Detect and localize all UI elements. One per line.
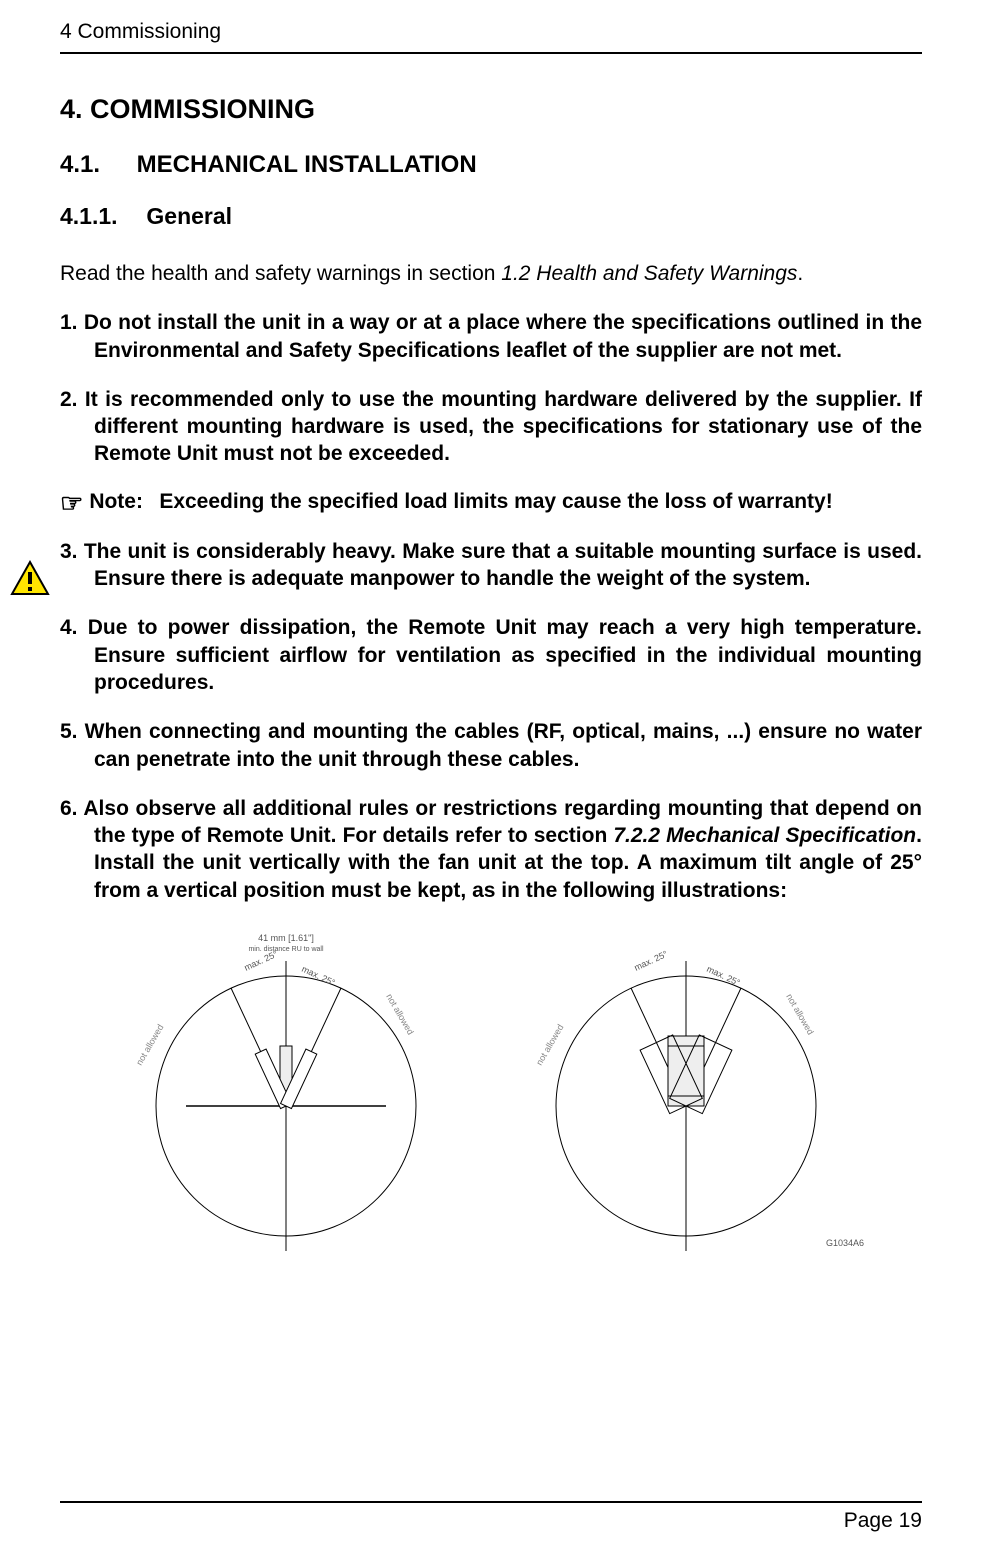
h1-num: 4. bbox=[60, 94, 83, 124]
intro-post: . bbox=[797, 262, 803, 285]
heading-3: 4.1.1. General bbox=[60, 203, 922, 230]
pointing-hand-icon: ☞ bbox=[60, 490, 83, 516]
label-max-right: max. 25° bbox=[300, 964, 337, 988]
list-item-5: 5. When connecting and mounting the cabl… bbox=[60, 718, 922, 773]
page-number: Page 19 bbox=[844, 1509, 922, 1532]
tilt-diagram-right: max. 25° max. 25° not allowed not allowe… bbox=[506, 926, 886, 1256]
list-item-4: 4. Due to power dissipation, the Remote … bbox=[60, 614, 922, 696]
label-max-left2: max. 25° bbox=[633, 949, 670, 973]
intro-pre: Read the health and safety warnings in s… bbox=[60, 262, 501, 285]
page-footer: Page 19 bbox=[60, 1501, 922, 1533]
list-item-3: 3. The unit is considerably heavy. Make … bbox=[60, 538, 922, 593]
h1-title: COMMISSIONING bbox=[90, 94, 315, 124]
h3-num: 4.1.1. bbox=[60, 203, 140, 230]
label-notallowed-l2: not allowed bbox=[534, 1023, 565, 1067]
warning-row: 3. The unit is considerably heavy. Make … bbox=[60, 538, 922, 593]
tilt-diagram-left: 41 mm [1.61"] min. distance RU to wall m… bbox=[96, 926, 476, 1256]
note-label: Note: bbox=[89, 490, 159, 514]
warning-triangle-icon bbox=[10, 560, 50, 596]
label-notallowed-r2: not allowed bbox=[784, 992, 815, 1036]
diagram-row: 41 mm [1.61"] min. distance RU to wall m… bbox=[60, 926, 922, 1256]
page: 4 Commissioning 4. COMMISSIONING 4.1. ME… bbox=[0, 0, 982, 1553]
list-item-6: 6. Also observe all additional rules or … bbox=[60, 795, 922, 904]
running-header: 4 Commissioning bbox=[60, 20, 922, 54]
label-distance: 41 mm [1.61"] bbox=[258, 933, 314, 943]
list-item-2: 2. It is recommended only to use the mou… bbox=[60, 386, 922, 468]
note: ☞ Note: Exceeding the specified load lim… bbox=[60, 490, 922, 516]
note-text: Exceeding the specified load limits may … bbox=[159, 490, 832, 514]
list-item-1: 1. Do not install the unit in a way or a… bbox=[60, 309, 922, 364]
label-notallowed-l: not allowed bbox=[134, 1023, 165, 1067]
i6-ref: 7.2.2 Mechanical Specification bbox=[613, 824, 916, 847]
heading-2: 4.1. MECHANICAL INSTALLATION bbox=[60, 151, 922, 179]
label-notallowed-r: not allowed bbox=[384, 992, 415, 1036]
label-distance-sub: min. distance RU to wall bbox=[248, 946, 324, 953]
h3-title: General bbox=[146, 203, 232, 229]
diagram-code: G1034A6 bbox=[826, 1238, 864, 1248]
intro-paragraph: Read the health and safety warnings in s… bbox=[60, 260, 922, 287]
h2-num: 4.1. bbox=[60, 151, 130, 179]
h2-title: MECHANICAL INSTALLATION bbox=[137, 151, 477, 178]
heading-1: 4. COMMISSIONING bbox=[60, 94, 922, 125]
label-max-right2: max. 25° bbox=[705, 964, 742, 988]
intro-ref: 1.2 Health and Safety Warnings bbox=[501, 262, 797, 285]
